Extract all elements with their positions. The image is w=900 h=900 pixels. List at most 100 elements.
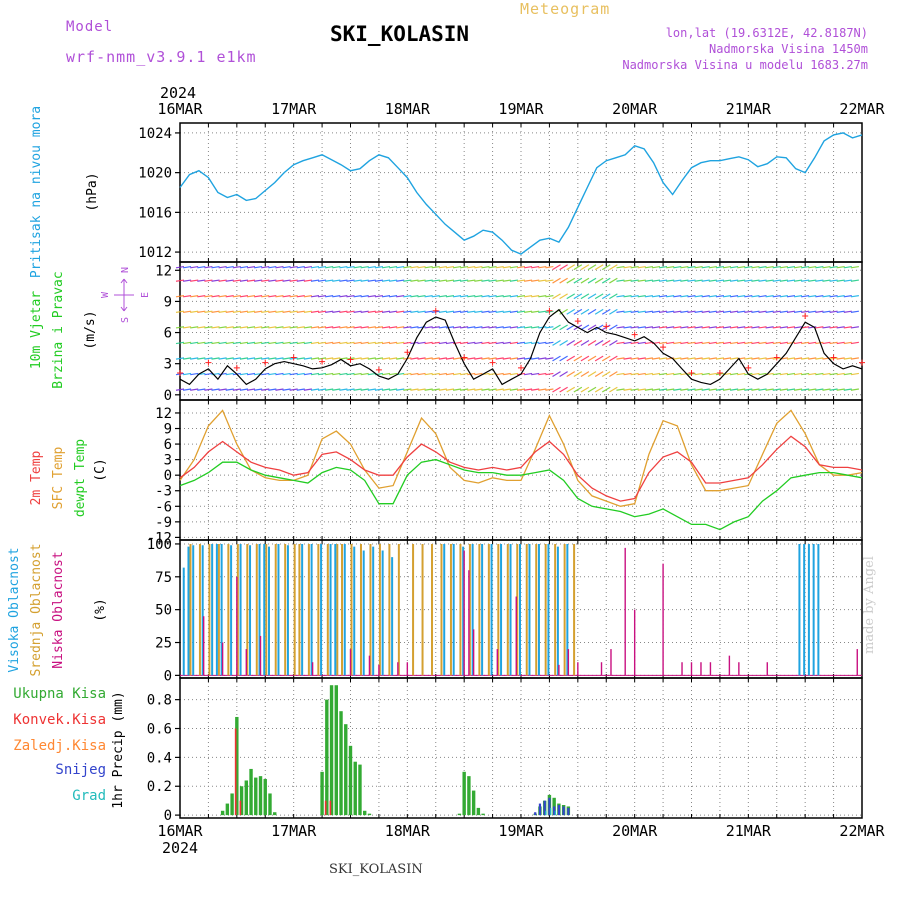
wind-barb [381, 341, 391, 345]
wind-barb [225, 310, 234, 313]
compass-arrows [114, 278, 134, 312]
wind-barb [737, 310, 746, 313]
wind-barb [218, 326, 227, 329]
wind-barb [460, 265, 469, 269]
wind-barb [353, 295, 362, 298]
wind-gust-marker [745, 364, 752, 371]
precip-total-bar [244, 780, 249, 816]
wind-barb [651, 357, 661, 360]
precip-total-bar [263, 779, 267, 816]
wind-barb [573, 340, 583, 346]
wind-barb [701, 388, 710, 391]
wind-barb [815, 388, 824, 391]
temp-ylabel-0: 2m Temp [29, 450, 44, 505]
wind-barb [218, 372, 227, 376]
wind-barb [339, 341, 348, 345]
wind-barb [843, 326, 852, 329]
wind-barb [552, 264, 561, 271]
wind-barb [403, 341, 412, 345]
precip-ylabel: 1hr Precip (mm) [111, 691, 126, 808]
wind-barb [495, 295, 504, 298]
wind-barb [538, 265, 547, 269]
wind-barb [218, 265, 227, 269]
wind-barb [673, 372, 682, 376]
wind-barb [381, 372, 391, 376]
wind-barb [317, 341, 327, 345]
wind-barb [850, 388, 859, 391]
wind-barb [204, 357, 213, 360]
wind-barb [481, 265, 490, 269]
precip-total-bar [258, 776, 263, 816]
wind-barb [460, 341, 469, 345]
wind-unit: (m/s) [83, 310, 98, 349]
wind-barb [246, 341, 256, 345]
wind-barb [225, 326, 234, 329]
wind-barb [254, 265, 263, 269]
wind-barb [715, 265, 725, 269]
wind-barb [630, 357, 639, 360]
wind-barb [239, 279, 249, 282]
wind-barb [367, 326, 376, 329]
precip-hail-bar [545, 810, 547, 816]
wind-barb [438, 310, 447, 313]
wind-barb [666, 341, 675, 345]
precip-total-bar [268, 793, 272, 816]
wind-barb [175, 265, 185, 269]
wind-barb [246, 279, 256, 282]
wind-barb [239, 341, 249, 345]
wind-barb [396, 310, 405, 313]
wind-barb [289, 372, 298, 376]
wind-barb [417, 388, 426, 391]
wind-barb [765, 265, 774, 269]
wind-barb [325, 265, 334, 269]
wind-barb [680, 265, 689, 269]
wind-barb [232, 310, 241, 313]
wind-barb [793, 357, 803, 360]
wind-barb [353, 265, 362, 269]
wind-barb [531, 357, 540, 360]
wind-barb [609, 324, 618, 331]
wind-barb [786, 310, 796, 313]
wind-barb [339, 326, 348, 329]
wind-barb [779, 326, 788, 329]
wind-barb [673, 357, 682, 360]
wind-barb [843, 279, 852, 282]
wind-barb [545, 341, 554, 345]
precip-total-bar [220, 810, 225, 816]
pressure-ytick-label: 1020 [138, 166, 172, 182]
wind-barb [573, 386, 583, 393]
wind-barb [218, 357, 227, 360]
wind-barb [516, 326, 526, 329]
wind-barb [374, 265, 384, 269]
wind-barb [211, 295, 220, 298]
wind-barb [431, 326, 440, 329]
clouds-ytick-label: 25 [155, 636, 172, 652]
wind-barb [502, 295, 511, 298]
precip-total-bar [462, 771, 466, 816]
wind-barb [495, 265, 504, 269]
wind-barb [310, 295, 320, 298]
wind-barb [389, 295, 398, 298]
wind-barb [587, 340, 597, 346]
wind-barb [758, 310, 767, 313]
wind-barb [417, 357, 426, 360]
wind-barb [502, 341, 511, 345]
wind-barb [687, 310, 696, 313]
wind-barb [374, 310, 384, 313]
wind-barb [190, 295, 199, 298]
wind-barb [175, 295, 185, 298]
wind-barb [211, 279, 220, 282]
wind-barb [389, 265, 398, 269]
wind-barb [431, 357, 440, 360]
wind-barb [460, 279, 469, 282]
temperature-ytick-label: 12 [155, 406, 172, 422]
wind-barb [815, 357, 824, 360]
wind-barb [737, 279, 746, 282]
wind-barb [744, 265, 753, 269]
precip-legend-1: Konvek.Kisa [13, 712, 106, 728]
wind-barb [516, 279, 526, 282]
wind-barb [623, 265, 632, 269]
x-year-bottom: 2024 [162, 839, 198, 857]
wind-barb [616, 388, 625, 391]
compass-e: E [140, 292, 151, 298]
